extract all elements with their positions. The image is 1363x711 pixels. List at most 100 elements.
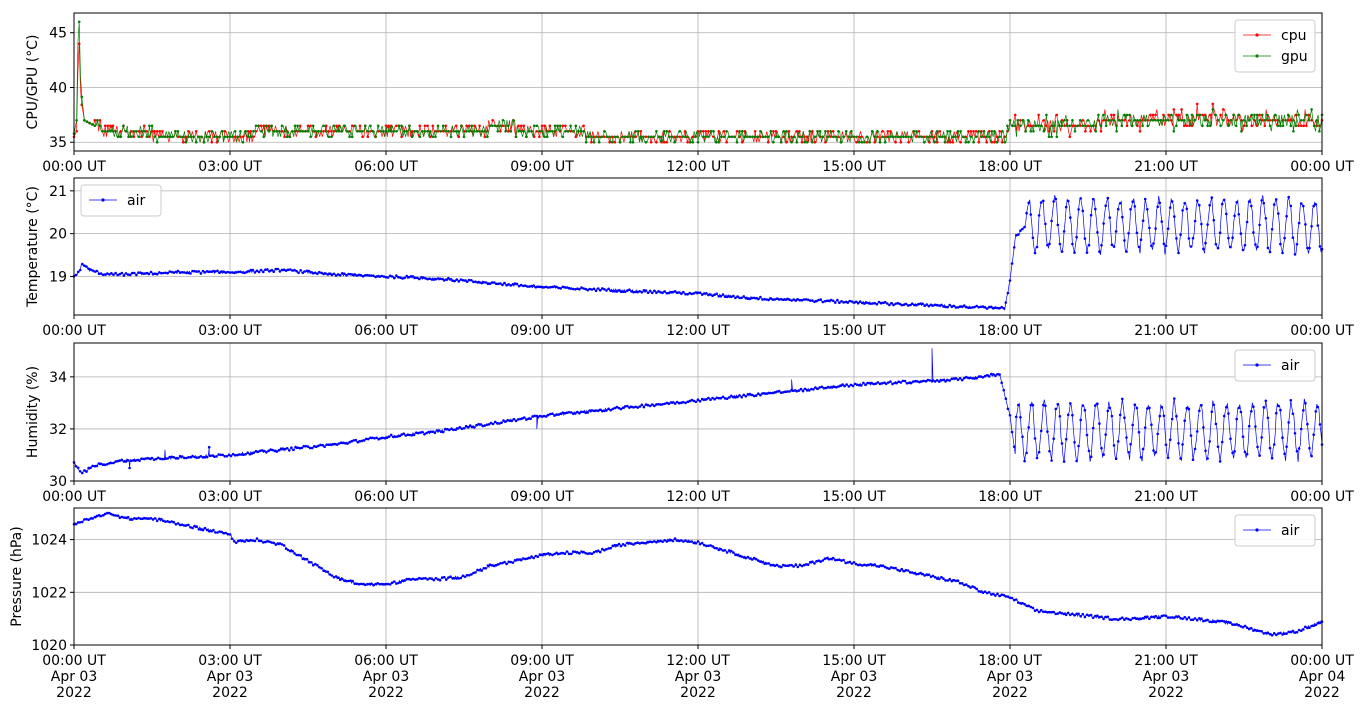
- data-point: [865, 135, 869, 139]
- data-point: [1143, 119, 1147, 122]
- data-point: [571, 412, 575, 416]
- data-point: [290, 446, 293, 450]
- data-point: [519, 283, 523, 287]
- data-point: [1102, 453, 1105, 456]
- series-markers-air: [72, 372, 1324, 475]
- data-point: [540, 130, 544, 133]
- data-point: [275, 450, 279, 453]
- data-point: [299, 554, 303, 557]
- data-point: [569, 552, 573, 556]
- data-point: [763, 392, 766, 395]
- data-point: [700, 293, 704, 296]
- data-point: [1237, 406, 1241, 410]
- data-point: [1019, 602, 1022, 605]
- x-tick-label-line: 2022: [524, 685, 560, 701]
- data-point: [159, 457, 162, 461]
- data-point: [470, 279, 473, 282]
- data-point: [1181, 209, 1184, 212]
- data-point: [805, 140, 809, 144]
- data-point: [536, 555, 540, 558]
- data-point: [659, 539, 662, 543]
- data-point: [411, 275, 415, 278]
- data-point: [312, 445, 316, 448]
- data-point: [1042, 119, 1046, 122]
- data-point: [1289, 630, 1293, 634]
- x-tick-label: 00:00 UT: [42, 323, 106, 339]
- data-point: [898, 302, 902, 306]
- data-point: [406, 433, 410, 437]
- data-point: [161, 135, 164, 139]
- data-point: [396, 435, 399, 438]
- data-point: [884, 382, 888, 386]
- x-tick-label-line: Apr 03: [675, 669, 721, 685]
- data-point: [1046, 243, 1049, 247]
- data-point: [345, 579, 348, 583]
- data-point: [564, 124, 567, 128]
- data-point: [89, 517, 92, 520]
- x-tick-label: 18:00 UT: [978, 489, 1042, 505]
- data-point: [429, 430, 433, 434]
- data-point: [916, 380, 919, 383]
- data-point: [1054, 612, 1058, 616]
- data-point: [378, 582, 382, 586]
- chart-panel-2: 00:00 UT 03:00 UT 06:00 UT 09:00 UT 12:00 UT…: [25, 177, 1354, 339]
- data-point: [1169, 113, 1173, 117]
- data-point: [931, 379, 935, 382]
- data-point: [239, 539, 242, 542]
- data-point: [1270, 228, 1274, 231]
- data-point: [558, 124, 562, 128]
- data-point: [555, 413, 558, 416]
- data-point: [702, 292, 706, 295]
- data-point: [1297, 447, 1301, 450]
- data-point: [327, 135, 331, 139]
- data-point: [395, 130, 398, 133]
- data-point: [108, 462, 111, 465]
- data-point: [879, 564, 883, 567]
- data-point: [483, 130, 487, 133]
- data-point: [1141, 447, 1145, 451]
- data-point: [1164, 443, 1168, 447]
- data-point: [933, 140, 936, 144]
- data-point: [675, 291, 679, 295]
- data-point: [1193, 119, 1196, 122]
- data-point: [203, 271, 207, 274]
- data-point: [305, 557, 309, 561]
- data-point: [1233, 623, 1236, 626]
- data-point: [613, 406, 617, 410]
- data-point: [468, 424, 472, 427]
- data-point: [291, 549, 294, 553]
- data-point: [555, 285, 558, 289]
- data-point: [933, 380, 937, 383]
- data-point: [224, 271, 228, 274]
- data-point: [473, 124, 476, 128]
- data-point: [837, 130, 840, 133]
- data-point: [879, 301, 883, 305]
- data-point: [1089, 124, 1092, 128]
- data-point: [91, 517, 94, 520]
- data-point: [636, 541, 639, 544]
- data-point: [1077, 208, 1080, 211]
- data-point: [398, 434, 401, 438]
- data-point: [1129, 618, 1132, 622]
- data-point: [1279, 631, 1282, 635]
- data-point: [548, 130, 552, 133]
- data-point: [1211, 102, 1215, 106]
- data-point: [887, 381, 890, 384]
- data-point: [210, 130, 214, 133]
- data-point: [702, 543, 706, 547]
- data-point: [80, 95, 84, 99]
- data-point: [272, 541, 276, 545]
- data-point: [506, 130, 510, 133]
- data-point: [318, 270, 321, 274]
- data-point: [1203, 113, 1207, 117]
- data-point: [1208, 113, 1212, 117]
- x-tick-label: 21:00 UT: [1134, 489, 1198, 505]
- data-point: [1308, 246, 1311, 250]
- data-point: [1266, 416, 1270, 420]
- data-point: [210, 140, 214, 144]
- data-point: [1304, 625, 1307, 629]
- data-point: [798, 130, 801, 133]
- data-point: [1193, 219, 1197, 223]
- data-point: [502, 419, 505, 422]
- y-tick-label: 40: [49, 80, 67, 96]
